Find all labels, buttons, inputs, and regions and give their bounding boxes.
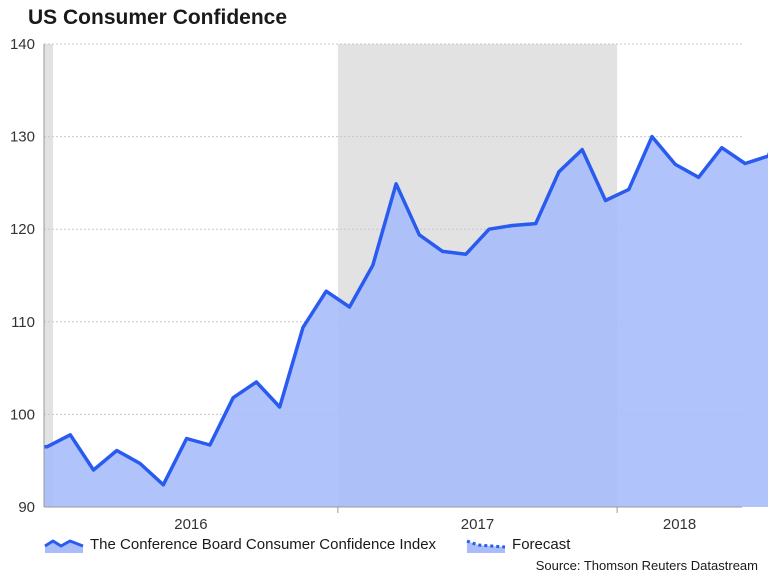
data-point xyxy=(697,176,700,179)
data-point xyxy=(301,326,304,329)
legend-item-index: The Conference Board Consumer Confidence… xyxy=(44,536,436,553)
y-tick-label: 140 xyxy=(10,36,35,53)
data-point xyxy=(185,437,188,440)
x-tick-label: 2018 xyxy=(663,516,696,533)
data-point xyxy=(69,433,72,436)
legend-label-index: The Conference Board Consumer Confidence… xyxy=(90,536,437,553)
y-tick-label: 130 xyxy=(10,129,35,146)
data-point xyxy=(325,290,328,293)
y-tick-label: 100 xyxy=(10,406,35,423)
data-point xyxy=(604,199,607,202)
y-tick-label: 90 xyxy=(18,499,35,516)
data-point xyxy=(348,305,351,308)
data-point xyxy=(395,182,398,185)
data-point xyxy=(46,445,49,448)
data-point xyxy=(744,162,747,165)
data-point xyxy=(115,449,118,452)
legend-label-forecast: Forecast xyxy=(512,536,571,553)
data-point xyxy=(557,170,560,173)
data-point xyxy=(162,483,165,486)
data-point xyxy=(674,163,677,166)
data-point xyxy=(232,396,235,399)
data-point xyxy=(255,380,258,383)
data-point xyxy=(581,148,584,151)
data-point xyxy=(464,253,467,256)
data-point xyxy=(92,468,95,471)
legend: The Conference Board Consumer Confidence… xyxy=(44,536,600,553)
shade-band-2015 xyxy=(44,44,53,507)
data-point xyxy=(534,222,537,225)
data-point xyxy=(651,135,654,138)
data-point xyxy=(371,264,374,267)
y-tick-label: 110 xyxy=(11,314,35,331)
data-point xyxy=(627,188,630,191)
chart-title: US Consumer Confidence xyxy=(28,6,288,29)
source-note: Source: Thomson Reuters Datastream xyxy=(535,558,758,573)
legend-item-forecast: Forecast xyxy=(466,536,570,553)
data-point xyxy=(278,405,281,408)
data-point xyxy=(418,233,421,236)
x-tick-label: 2017 xyxy=(461,516,494,533)
legend-swatch-forecast xyxy=(466,539,506,553)
data-point xyxy=(441,250,444,253)
data-point xyxy=(208,443,211,446)
data-point xyxy=(720,146,723,149)
data-point xyxy=(488,228,491,231)
y-tick-label: 120 xyxy=(10,221,35,238)
legend-swatch-index xyxy=(44,539,84,553)
data-point xyxy=(139,462,142,465)
x-tick-label: 2016 xyxy=(174,516,207,533)
data-point xyxy=(511,224,514,227)
series-line-index xyxy=(44,134,768,487)
